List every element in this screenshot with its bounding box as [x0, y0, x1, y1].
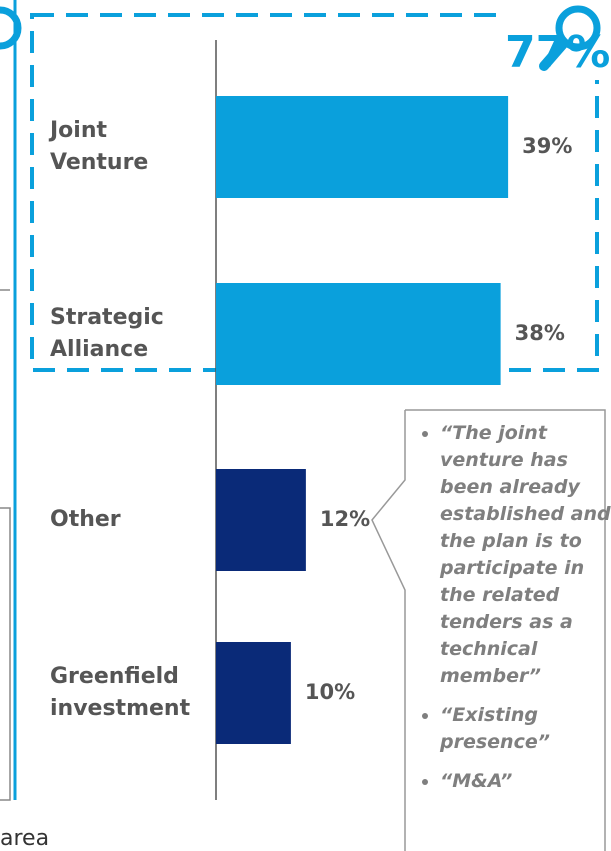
category-label: Other: [50, 507, 121, 532]
quote: “Existing presence”: [440, 702, 611, 756]
value-label: 39%: [522, 134, 572, 158]
callout: “The joint venture has been already esta…: [418, 420, 611, 807]
bar: [216, 469, 306, 571]
magnifier-fragment: [0, 6, 22, 50]
bar: [216, 96, 509, 198]
left-box: [0, 289, 11, 801]
category-label: Greenfield investment: [50, 664, 191, 721]
category-label: Joint Venture: [50, 118, 149, 175]
bar: [216, 642, 291, 744]
quote: “The joint venture has been already esta…: [440, 420, 611, 690]
value-label: 38%: [515, 321, 565, 345]
magnifier: [555, 5, 601, 51]
text-fragment: area: [0, 826, 50, 851]
value-label: 10%: [305, 680, 355, 704]
value-label: 12%: [320, 507, 370, 531]
bar: [216, 283, 501, 385]
quote: “M&A”: [440, 768, 611, 795]
category-label: Strategic Alliance: [50, 305, 164, 362]
magnifier-handle: [539, 38, 569, 71]
callout-box: [371, 409, 606, 851]
